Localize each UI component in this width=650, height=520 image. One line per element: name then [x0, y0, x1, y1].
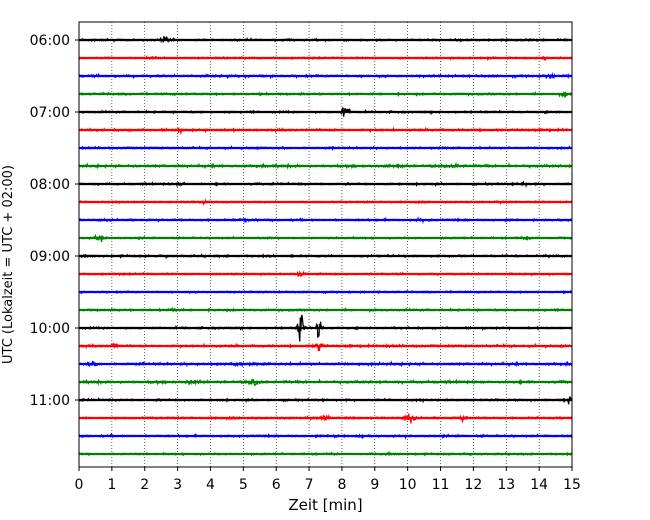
x-tick-label: 11 [432, 477, 450, 493]
x-tick-label: 2 [140, 477, 149, 493]
y-axis-label: UTC (Lokalzeit = UTC + 02:00) [1, 165, 16, 364]
y-tick-label: 08:00 [30, 177, 70, 193]
y-tick-label: 11:00 [30, 393, 70, 409]
x-tick-label: 12 [464, 477, 482, 493]
x-tick-label: 6 [272, 477, 281, 493]
y-tick-label: 06:00 [30, 33, 70, 49]
x-tick-label: 14 [530, 477, 548, 493]
x-tick-label: 4 [206, 477, 215, 493]
x-tick-label: 7 [305, 477, 314, 493]
y-tick-label: 09:00 [30, 249, 70, 265]
x-tick-label: 9 [370, 477, 379, 493]
x-axis-label: Zeit [min] [288, 496, 362, 514]
traces [78, 35, 573, 457]
y-tick-label: 10:00 [30, 321, 70, 337]
x-tick-label: 0 [75, 477, 84, 493]
x-tick-label: 15 [563, 477, 581, 493]
x-tick-label: 3 [173, 477, 182, 493]
x-tick-label: 10 [399, 477, 417, 493]
x-ticks: 0 1 2 3 4 5 6 7 8 9 10 11 12 13 14 15 [75, 467, 581, 493]
vertical-gridlines [111, 22, 540, 467]
trace-1015 [78, 342, 573, 351]
y-tick-label: 07:00 [30, 105, 70, 121]
x-tick-label: 5 [239, 477, 248, 493]
plot-frame [78, 21, 573, 468]
y-ticks: 06:00 07:00 08:00 09:00 10:00 11:00 [30, 33, 79, 409]
x-tick-label: 1 [107, 477, 116, 493]
x-tick-label: 8 [337, 477, 346, 493]
x-tick-label: 13 [497, 477, 515, 493]
